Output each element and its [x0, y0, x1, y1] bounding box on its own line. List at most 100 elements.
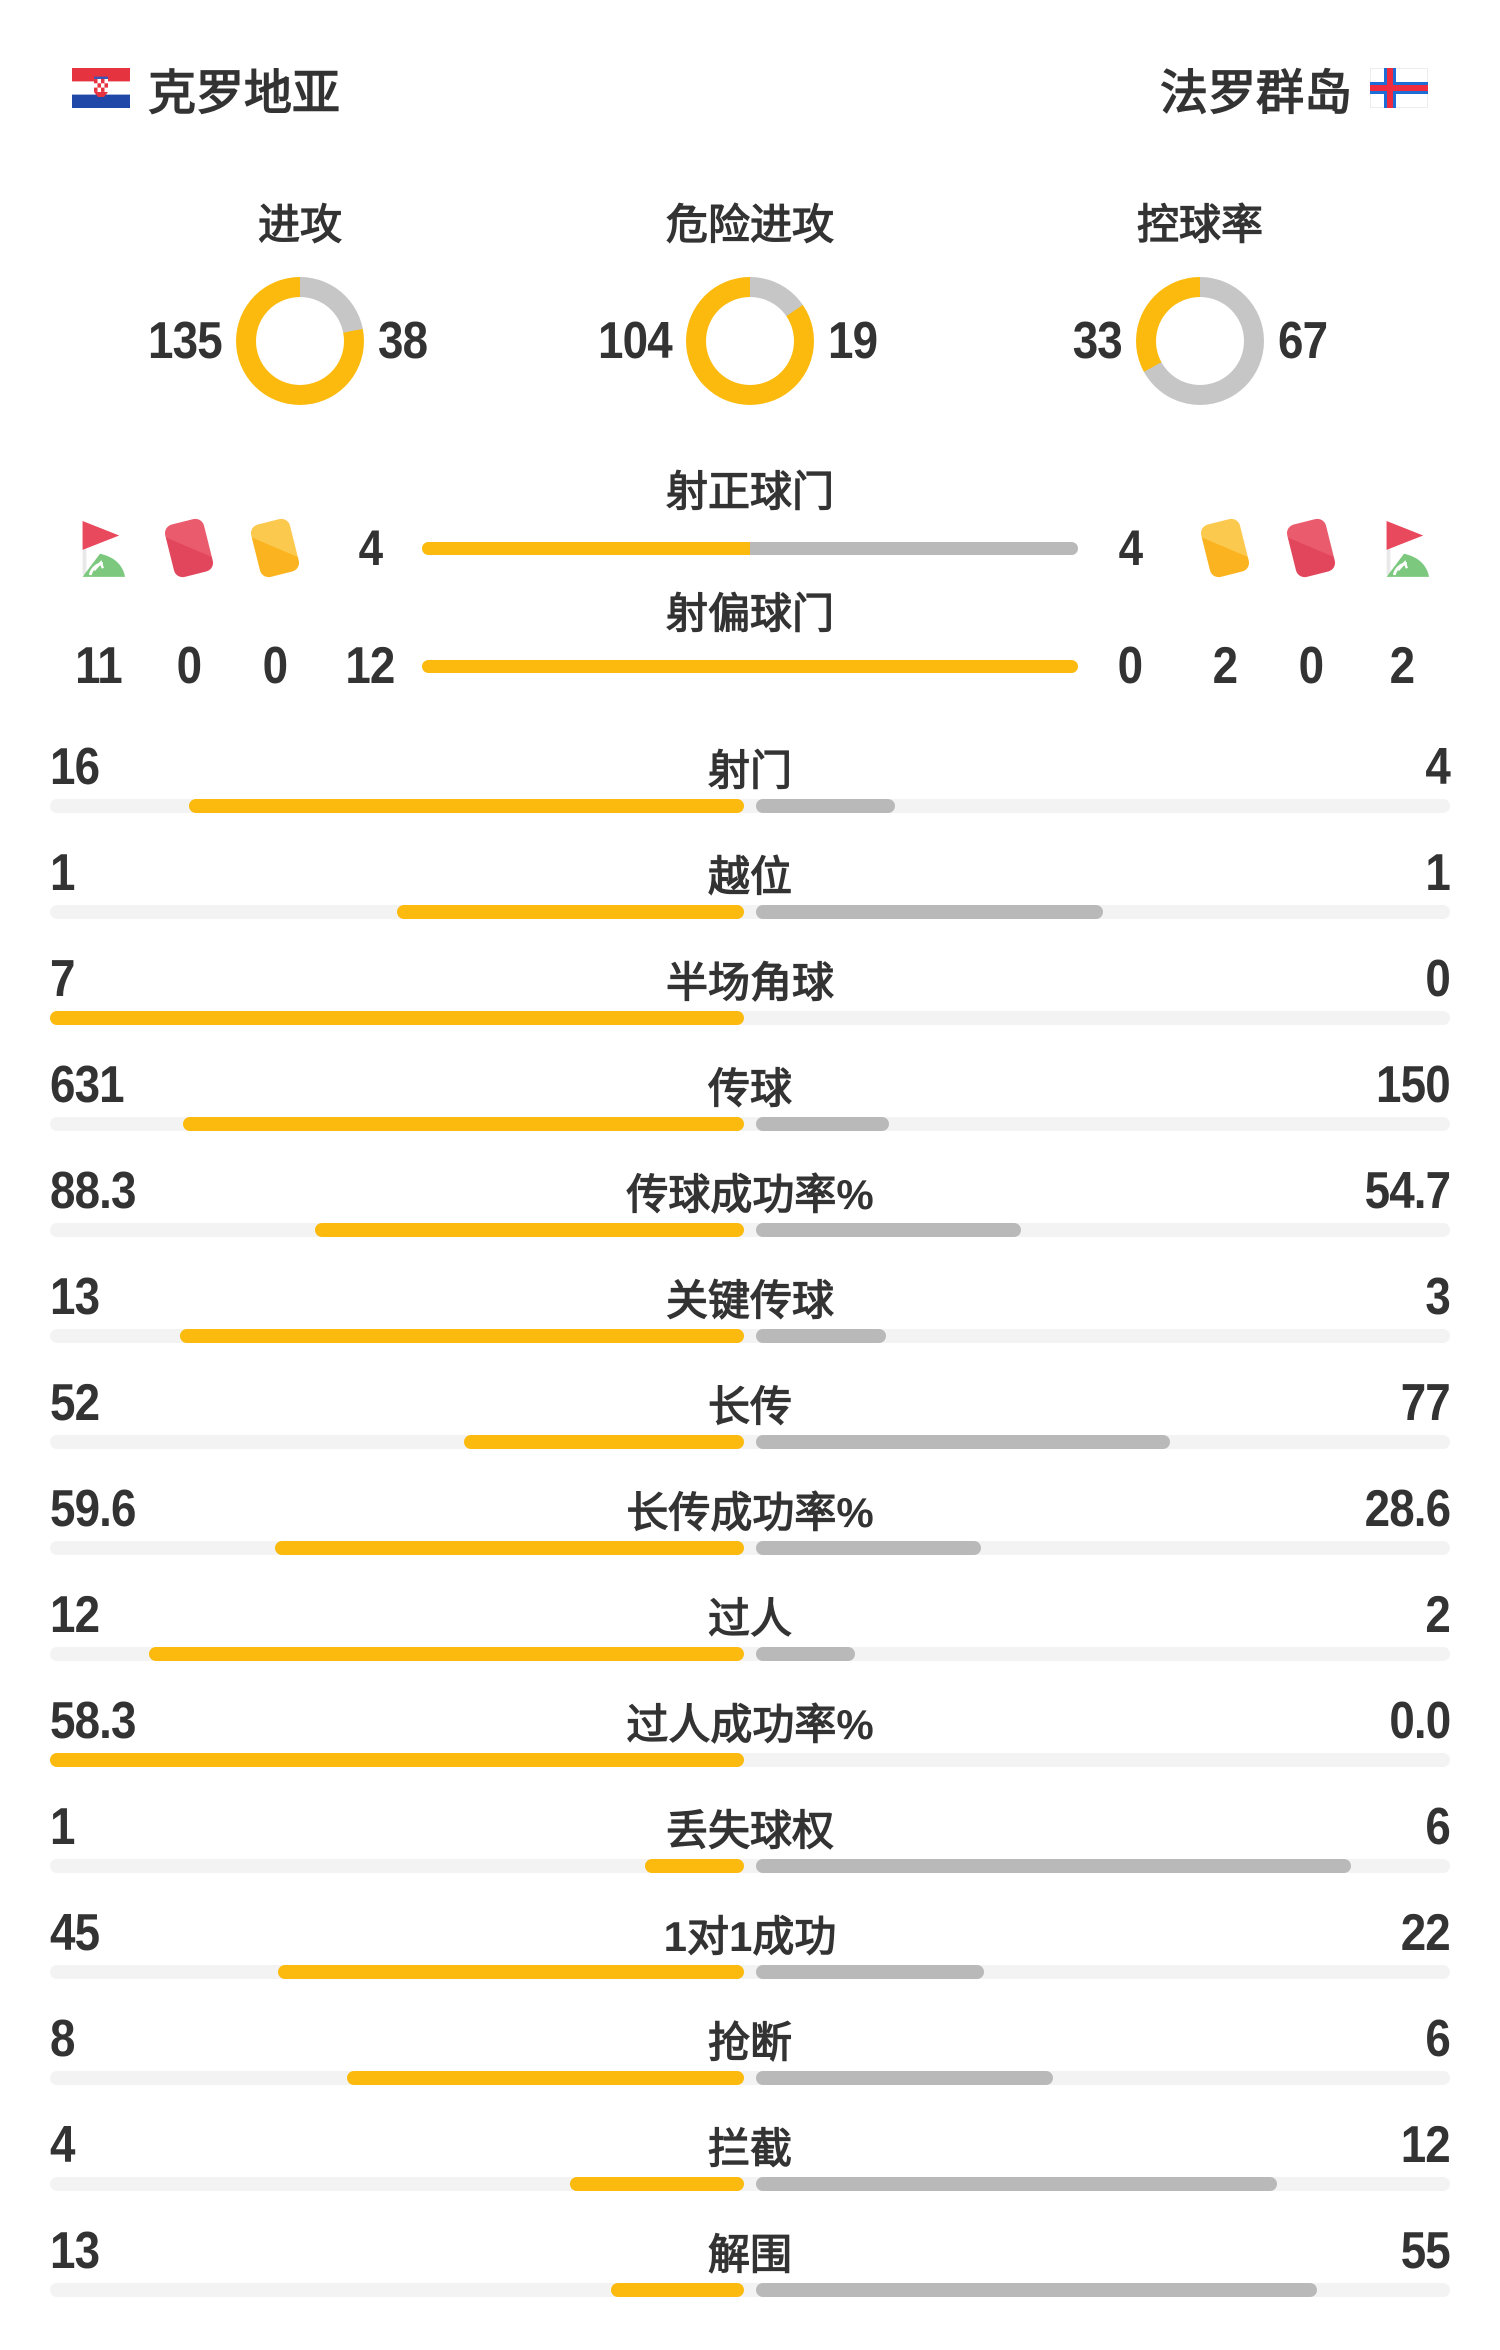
stat-bar [50, 2177, 1450, 2191]
stat-bar [50, 1753, 1450, 1767]
stat-bar [50, 2283, 1450, 2297]
stat-bar-away [756, 1435, 1170, 1449]
stat-bar-home [50, 1011, 744, 1025]
stat-label: 长传 [707, 1382, 792, 1430]
stat-bar-away [756, 2177, 1277, 2191]
stat-label: 过人 [707, 1594, 792, 1642]
stat-label: 半场角球 [665, 958, 834, 1006]
donut-away-value: 19 [828, 312, 878, 370]
stat-label: 传球成功率% [626, 1170, 874, 1218]
stat-label: 抢断 [707, 2018, 792, 2066]
donut-home-value: 33 [1072, 312, 1123, 370]
shots-on-target-bar [422, 541, 1078, 555]
stat-home-value: 631 [50, 1056, 125, 1114]
stat-row: 52 长传 77 [50, 1374, 1451, 1449]
shots-off-target-home-value: 12 [345, 637, 395, 695]
stat-bar-home [50, 1753, 744, 1767]
stat-label: 丢失球权 [665, 1806, 834, 1854]
stat-away-value: 6 [1425, 1798, 1450, 1856]
stat-bar-away [756, 1859, 1351, 1873]
stat-bar [50, 1117, 1450, 1131]
stat-row: 88.3 传球成功率% 54.7 [50, 1162, 1451, 1237]
stat-bar [50, 905, 1450, 919]
stat-row: 4 拦截 12 [50, 2116, 1451, 2191]
away-yellow-card-icon [1182, 516, 1268, 580]
stat-home-value: 59.6 [50, 1480, 136, 1538]
stat-bar-home [464, 1435, 744, 1449]
stat-bar [50, 1435, 1450, 1449]
stat-row: 16 射门 4 [50, 738, 1451, 813]
stat-bar-home [645, 1859, 744, 1873]
stat-bar-away [756, 1117, 889, 1131]
donut-home-value: 104 [598, 312, 673, 370]
stat-home-value: 45 [50, 1904, 100, 1962]
overview-donut-section: 进攻 135 38 危险进攻 104 19 控球率 33 67 [0, 200, 1500, 405]
stat-away-value: 1 [1425, 844, 1450, 902]
stat-home-value: 13 [50, 2222, 100, 2280]
home-red-cards-count: 0 [176, 637, 202, 695]
home-corner-flag-icon [50, 517, 146, 579]
stat-away-value: 22 [1400, 1904, 1451, 1962]
stat-bar-home [315, 1223, 744, 1237]
shots-off-target-away-value: 0 [1117, 637, 1143, 695]
stat-home-value: 52 [50, 1374, 100, 1432]
shots-on-target-home-value: 4 [358, 520, 382, 576]
stat-label: 过人成功率% [626, 1700, 874, 1748]
donut-home-value: 135 [148, 312, 223, 370]
stat-away-value: 77 [1400, 1374, 1451, 1432]
shots-on-target-row: 4 4 [0, 516, 1500, 580]
stat-bar-away [756, 799, 895, 813]
home-yellow-cards-count: 0 [262, 637, 288, 695]
stat-bar-home [149, 1647, 744, 1661]
donut-chart [1136, 277, 1264, 405]
stat-row: 58.3 过人成功率% 0.0 [50, 1692, 1451, 1767]
stat-home-value: 1 [50, 844, 75, 902]
donut-chart [236, 277, 364, 405]
away-red-card-icon [1268, 516, 1354, 580]
stat-row: 12 过人 2 [50, 1586, 1451, 1661]
stat-away-value: 150 [1376, 1056, 1451, 1114]
stat-away-value: 0.0 [1389, 1692, 1451, 1750]
donut-group: 危险进攻 104 19 [554, 200, 946, 405]
home-yellow-card-icon [232, 516, 318, 580]
stat-bar-home [278, 1965, 744, 1979]
donut-chart [686, 277, 814, 405]
stat-bar-home [570, 2177, 744, 2191]
stat-home-value: 88.3 [50, 1162, 136, 1220]
stat-away-value: 0 [1425, 950, 1450, 1008]
stat-bar [50, 1223, 1450, 1237]
shots-off-target-title: 射偏球门 [665, 590, 834, 637]
stat-away-value: 55 [1400, 2222, 1451, 2280]
stat-away-value: 54.7 [1364, 1162, 1450, 1220]
away-corners-count: 2 [1389, 637, 1415, 695]
stat-bar [50, 2071, 1450, 2085]
stat-bar [50, 1541, 1450, 1555]
away-yellow-cards-count: 2 [1212, 637, 1238, 695]
stat-bar-home [347, 2071, 744, 2085]
stat-label: 1对1成功 [663, 1912, 837, 1960]
shots-on-target-title: 射正球门 [665, 468, 834, 515]
stat-away-value: 12 [1400, 2116, 1451, 2174]
stat-bar-away [756, 2283, 1317, 2297]
croatia-flag-icon [72, 68, 130, 108]
home-team-name: 克罗地亚 [148, 67, 341, 120]
stat-bar-home [397, 905, 744, 919]
stat-row: 59.6 长传成功率% 28.6 [50, 1480, 1451, 1555]
stat-row: 13 关键传球 3 [50, 1268, 1451, 1343]
stat-bar [50, 799, 1450, 813]
faroe-islands-flag-icon [1370, 68, 1428, 108]
stat-bar-away [756, 1223, 1021, 1237]
home-corners-count: 11 [74, 637, 123, 695]
away-team: 法罗群岛 [1160, 53, 1428, 123]
stat-bar [50, 1859, 1450, 1873]
croatia-crest [94, 76, 108, 97]
stat-bar-home [180, 1329, 744, 1343]
stat-home-value: 7 [50, 950, 75, 1008]
donut-group: 控球率 33 67 [1004, 200, 1396, 405]
stats-list: 16 射门 4 1 越位 1 7 半场角球 [0, 738, 1500, 2297]
stat-away-value: 4 [1425, 738, 1450, 796]
donut-title: 控球率 [1136, 201, 1263, 248]
stat-row: 45 1对1成功 22 [50, 1904, 1451, 1979]
stat-label: 射门 [707, 746, 792, 794]
stat-away-value: 28.6 [1364, 1480, 1450, 1538]
